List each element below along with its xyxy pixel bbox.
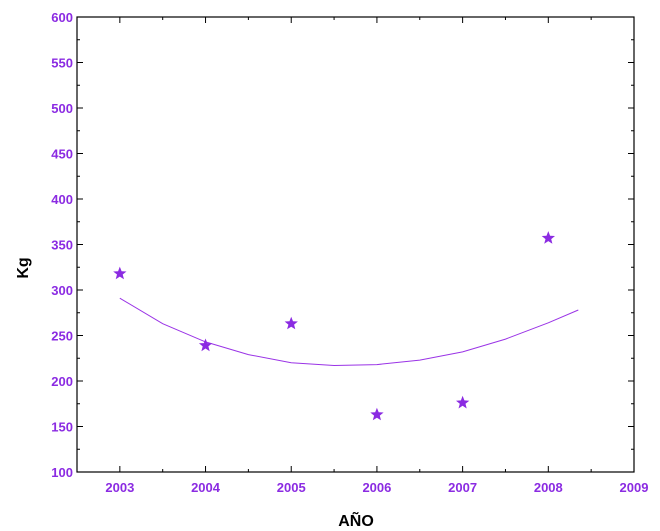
data-point-star (198, 338, 213, 352)
plot-frame (76, 16, 635, 473)
x-tick-label: 2003 (105, 480, 134, 495)
y-tick-label: 500 (51, 101, 73, 116)
x-tick-label: 2008 (534, 480, 563, 495)
y-tick-label: 250 (51, 329, 73, 344)
y-axis: 100 150 200 250 300 350 400 450 500 550 600 (51, 10, 634, 480)
x-tick-label: 2005 (277, 480, 306, 495)
data-points (113, 231, 555, 421)
data-point-star (541, 231, 555, 244)
x-tick-label: 2009 (620, 480, 649, 495)
data-point-star (456, 395, 470, 409)
x-tick-label: 2007 (448, 480, 477, 495)
x-axis: 2003 2004 2005 2006 2007 2008 2009 (105, 17, 648, 495)
y-tick-label: 150 (51, 420, 73, 435)
data-point-star (370, 407, 384, 421)
y-axis-title: Kg (15, 257, 32, 278)
y-tick-label: 550 (51, 56, 73, 71)
x-tick-label: 2004 (191, 480, 221, 495)
plot-border (76, 16, 635, 473)
x-axis-title: AÑO (338, 510, 374, 530)
data-point-star (113, 266, 127, 280)
y-tick-label: 600 (51, 10, 73, 25)
y-tick-label: 450 (51, 147, 73, 162)
y-tick-label: 400 (51, 192, 73, 207)
y-tick-label: 350 (51, 238, 73, 253)
y-tick-label: 100 (51, 465, 73, 480)
fit-curve (119, 297, 579, 367)
x-tick-label: 2006 (362, 480, 391, 495)
data-point-star (284, 316, 298, 330)
y-tick-label: 200 (51, 374, 73, 389)
y-tick-label: 300 (51, 283, 73, 298)
